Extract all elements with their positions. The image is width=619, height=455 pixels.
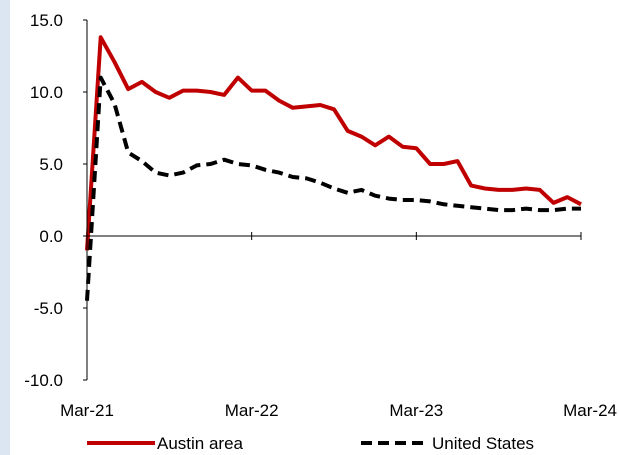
y-axis-ticks: 15.0 10.0 5.0 0.0 -5.0 -10.0 [24,11,63,390]
y-tick-label: -5.0 [34,299,63,318]
x-tick-label: Mar-24 [563,401,617,420]
x-tick-label: Mar-22 [225,401,279,420]
y-tick-label: -10.0 [24,371,63,390]
y-tick-label: 5.0 [39,155,63,174]
x-tick-label: Mar-21 [60,401,114,420]
series-line-austin-area [85,35,582,251]
y-tick-label: 0.0 [39,227,63,246]
x-tick-label: Mar-23 [389,401,443,420]
left-border-strip [0,0,10,455]
legend: Austin area United States [87,434,534,453]
legend-label: Austin area [157,434,244,453]
x-axis-ticks: Mar-21 Mar-22 Mar-23 Mar-24 [60,401,617,420]
y-tick-label: 10.0 [30,83,63,102]
y-tick-label: 15.0 [30,11,63,30]
legend-label: United States [432,434,534,453]
series-layer [85,35,582,301]
axes [83,19,582,381]
